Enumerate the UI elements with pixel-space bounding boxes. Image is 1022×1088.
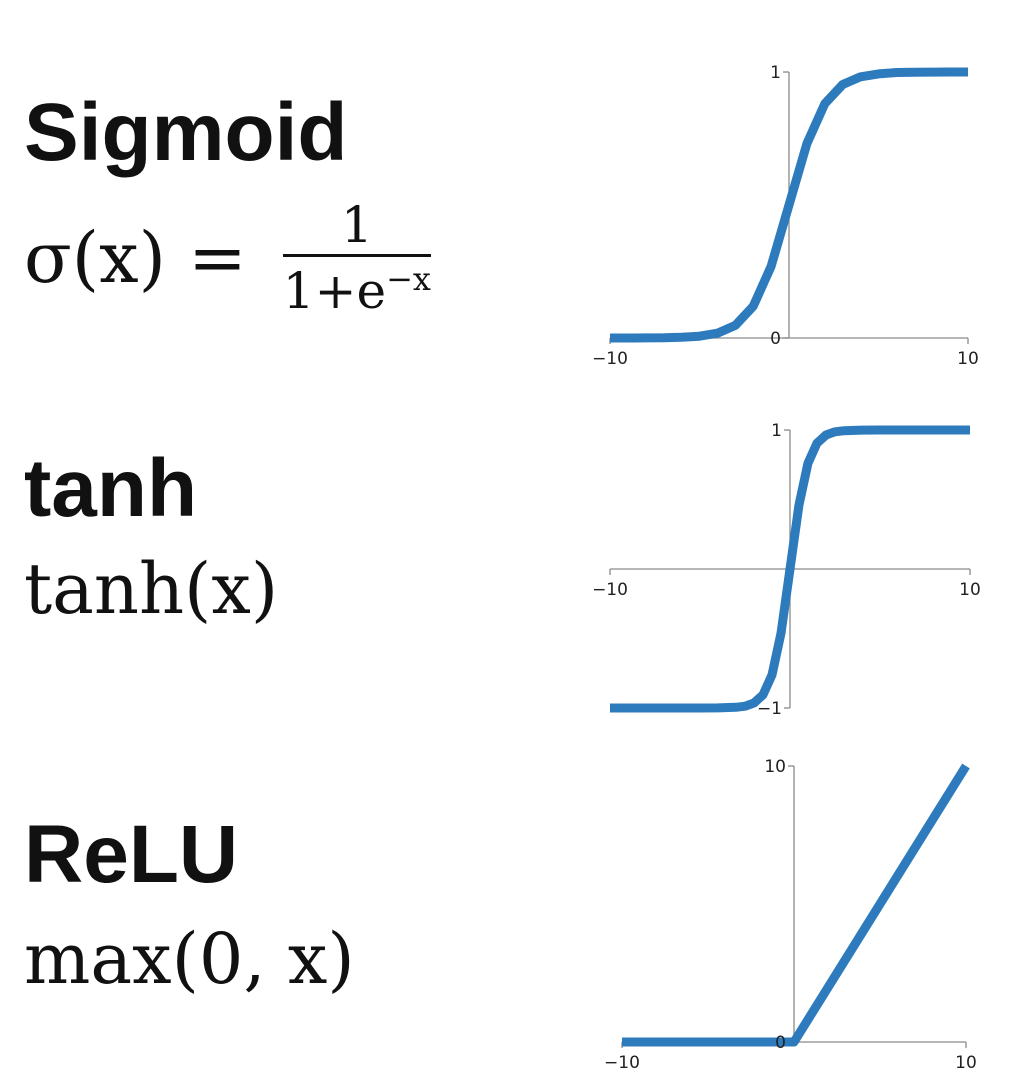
- sigmoid-x-tick-label-min: −10: [592, 349, 628, 369]
- sigmoid-formula-lhs: σ(x) =: [24, 217, 247, 299]
- tanh-panel: tanh tanh(x) −10 10 1 −1: [0, 368, 1022, 724]
- relu-formula: max(0, x): [24, 918, 355, 1000]
- tanh-y-tick-label-max: 1: [771, 421, 782, 441]
- relu-x-tick-label-min: −10: [604, 1053, 640, 1073]
- tanh-chart: −10 10 1 −1: [592, 414, 1000, 719]
- sigmoid-x-tick-label-max: 10: [957, 349, 979, 369]
- sigmoid-fraction-denominator: 1+e−x: [283, 257, 431, 316]
- tanh-chart-svg: −10 10 1 −1: [592, 421, 981, 719]
- relu-chart-svg: −10 10 10 0: [604, 757, 977, 1073]
- sigmoid-fraction: 1 1+e−x: [282, 196, 431, 316]
- sigmoid-y-tick-label-min: 0: [770, 329, 781, 349]
- sigmoid-denominator-exponent: −x: [386, 260, 431, 298]
- tanh-x-tick-label-max: 10: [959, 580, 981, 600]
- sigmoid-formula: σ(x) = 1 1+e−x: [24, 200, 431, 316]
- relu-y-tick-label-max: 10: [764, 757, 786, 777]
- sigmoid-curve: [610, 67, 968, 343]
- sigmoid-y-tick-label-max: 1: [770, 63, 781, 83]
- relu-panel: ReLU max(0, x) −10 10 10 0: [0, 724, 1022, 1088]
- relu-chart: −10 10 10 0: [600, 754, 1000, 1084]
- relu-title: ReLU: [24, 809, 239, 900]
- tanh-y-tick-label-min: −1: [757, 699, 782, 719]
- relu-y-tick-label-min: 0: [775, 1033, 786, 1053]
- sigmoid-chart: −10 10 1 0: [592, 54, 1000, 374]
- relu-x-tick-label-max: 10: [955, 1053, 977, 1073]
- sigmoid-fraction-bar: [282, 254, 431, 257]
- tanh-title: tanh: [24, 443, 198, 534]
- tanh-x-tick-label-min: −10: [592, 580, 628, 600]
- relu-curve: [622, 763, 970, 1047]
- sigmoid-fraction-numerator: 1: [340, 196, 373, 254]
- sigmoid-panel: Sigmoid σ(x) = 1 1+e−x −10 10 1 0: [0, 0, 1022, 369]
- sigmoid-title: Sigmoid: [24, 87, 348, 178]
- tanh-curve: [610, 425, 970, 713]
- tanh-formula: tanh(x): [24, 548, 279, 630]
- sigmoid-denominator-base: 1+e: [282, 262, 387, 320]
